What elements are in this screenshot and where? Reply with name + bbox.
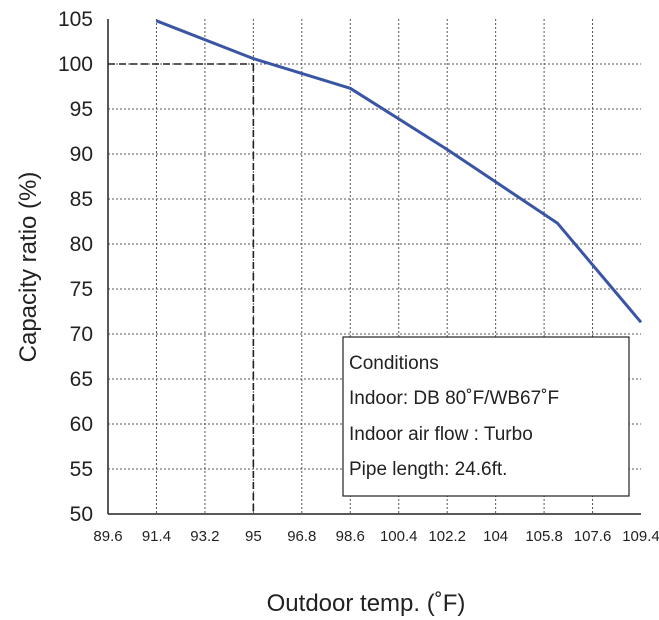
y-tick-label: 65	[70, 368, 93, 391]
conditions-line-airflow: Indoor air flow : Turbo	[349, 424, 533, 445]
series-group	[155, 19, 643, 324]
plot-frame	[107, 19, 641, 515]
conditions-box: Conditions Indoor: DB 80˚F/WB67˚F Indoor…	[342, 336, 630, 497]
x-tick-label: 102.2	[428, 528, 466, 545]
conditions-line-indoor: Indoor: DB 80˚F/WB67˚F	[349, 388, 559, 409]
tick-labels: 50 55 60 65 70 75 80 85 90 95 100 105 89.6 91.4 93.2 95…	[58, 8, 659, 545]
y-tick-label: 105	[58, 8, 93, 31]
x-tick-label: 91.4	[142, 528, 171, 545]
y-tick-label: 50	[70, 503, 93, 526]
y-tick-label: 55	[70, 458, 93, 481]
conditions-line-pipe: Pipe length: 24.6ft.	[349, 459, 507, 480]
conditions-title: Conditions	[349, 353, 439, 374]
x-tick-label: 93.2	[190, 528, 219, 545]
y-tick-label: 90	[70, 143, 93, 166]
y-tick-label: 85	[70, 188, 93, 211]
x-tick-label: 107.6	[574, 528, 612, 545]
y-tick-label: 100	[58, 53, 93, 76]
x-tick-label: 89.6	[93, 528, 122, 545]
x-tick-label: 96.8	[287, 528, 316, 545]
series-line	[155, 19, 643, 324]
x-tick-label: 98.6	[336, 528, 365, 545]
y-axis-title: Capacity ratio (%)	[15, 172, 42, 363]
x-tick-label: 109.4	[622, 528, 659, 545]
conditions-box-border	[342, 336, 630, 497]
y-tick-label: 80	[70, 233, 93, 256]
y-tick-label: 75	[70, 278, 93, 301]
y-tick-label: 60	[70, 413, 93, 436]
y-tick-label: 70	[70, 323, 93, 346]
reference-lines	[108, 63, 255, 514]
x-axis-title: Outdoor temp. (˚F)	[267, 590, 466, 617]
x-tick-label: 95	[245, 528, 262, 545]
x-tick-label: 100.4	[380, 528, 418, 545]
y-tick-label: 95	[70, 98, 93, 121]
x-tick-label: 104	[483, 528, 508, 545]
x-tick-label: 105.8	[525, 528, 563, 545]
